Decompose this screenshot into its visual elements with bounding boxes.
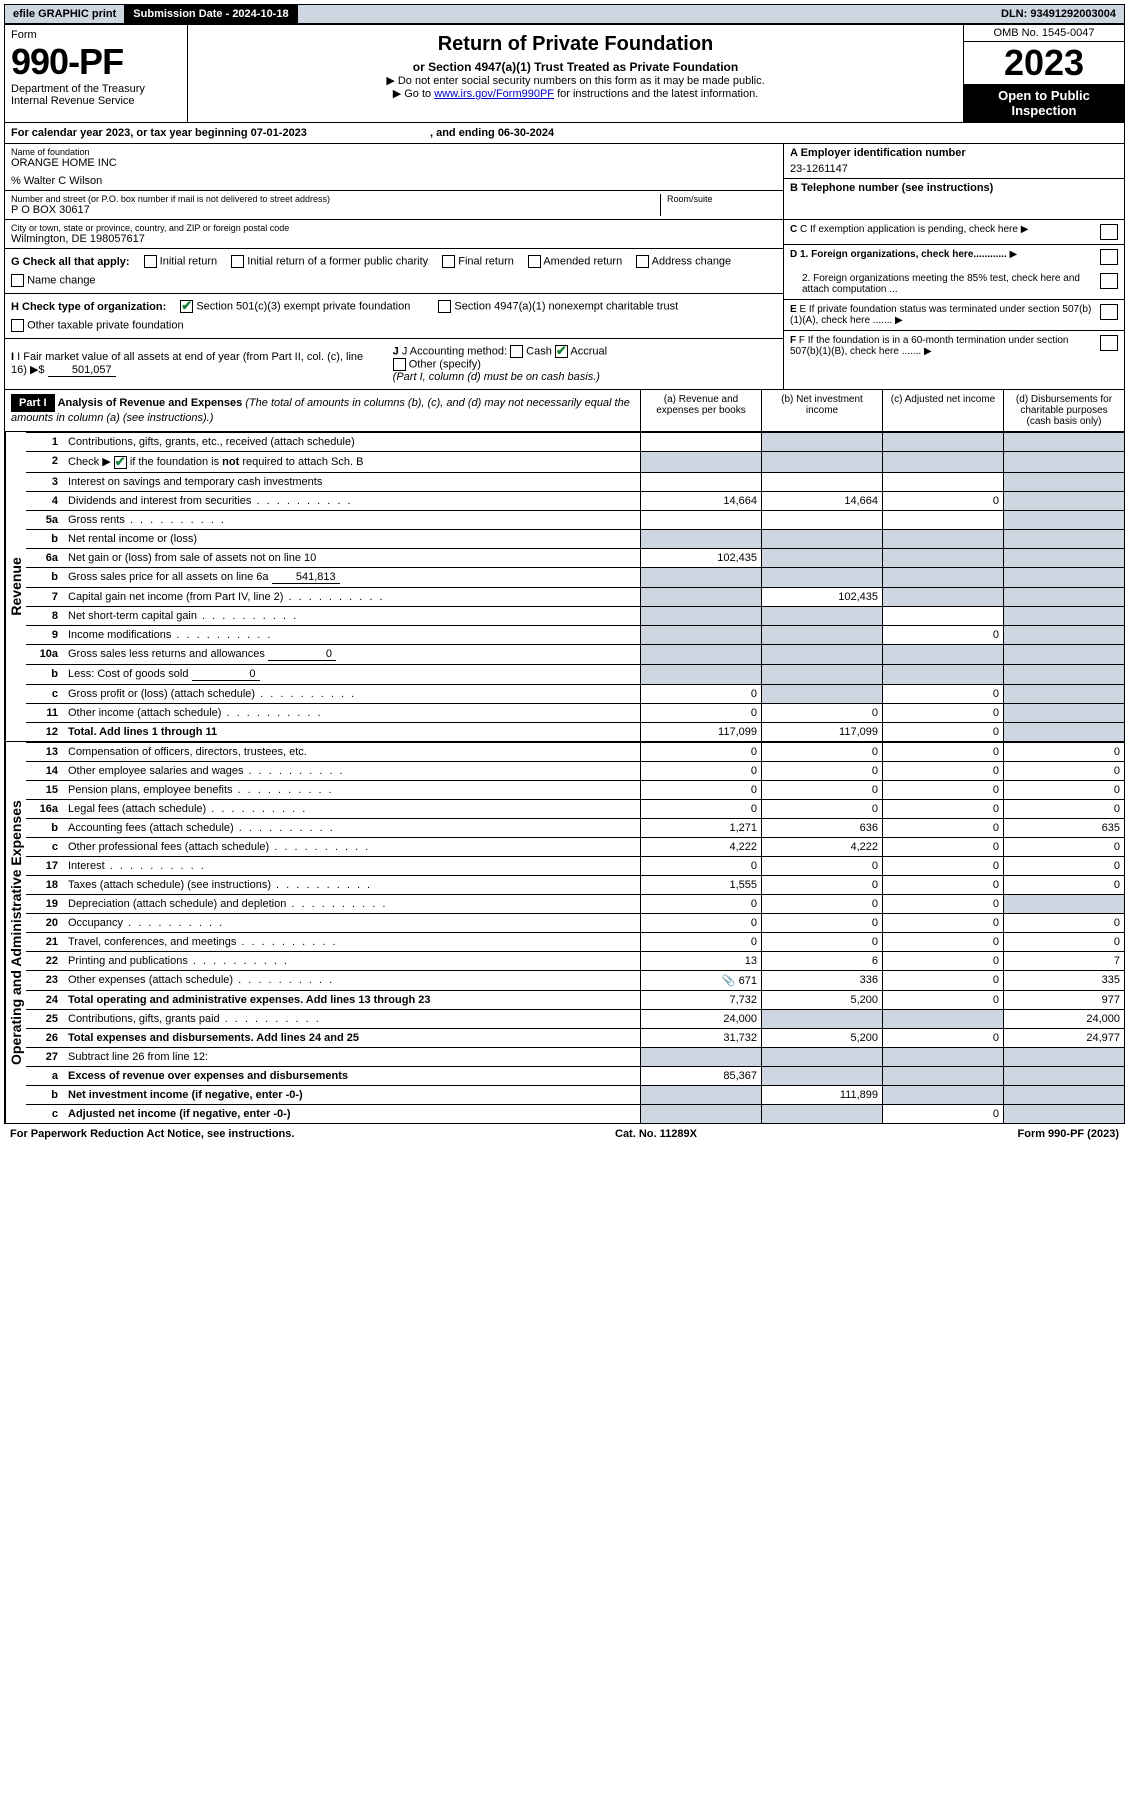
form-label: Form: [11, 29, 181, 41]
chk-c[interactable]: [1100, 224, 1118, 240]
city-value: Wilmington, DE 198057617: [11, 233, 777, 245]
chk-d1[interactable]: [1100, 249, 1118, 265]
dln-label: DLN: 93491292003004: [993, 5, 1124, 23]
chk-initial-former[interactable]: [231, 255, 244, 268]
chk-final[interactable]: [442, 255, 455, 268]
omb-number: OMB No. 1545-0047: [964, 25, 1124, 42]
submission-date: Submission Date - 2024-10-18: [125, 5, 297, 23]
chk-address[interactable]: [636, 255, 649, 268]
dept-label: Department of the Treasury: [11, 83, 181, 95]
section-g: G Check all that apply: Initial return I…: [5, 248, 783, 293]
footer-left: For Paperwork Reduction Act Notice, see …: [10, 1128, 294, 1140]
chk-cash[interactable]: [510, 345, 523, 358]
part1-header: Part I: [11, 394, 55, 412]
form-subtitle: or Section 4947(a)(1) Trust Treated as P…: [192, 60, 959, 74]
tax-year: 2023: [964, 42, 1124, 84]
chk-name[interactable]: [11, 274, 24, 287]
col-b-header: (b) Net investment income: [761, 390, 882, 431]
part1-title: Analysis of Revenue and Expenses: [58, 397, 243, 409]
chk-other-tax[interactable]: [11, 319, 24, 332]
chk-f[interactable]: [1100, 335, 1118, 351]
chk-4947[interactable]: [438, 300, 451, 313]
calendar-year-row: For calendar year 2023, or tax year begi…: [5, 122, 1124, 143]
line10b-value: 0: [192, 668, 260, 681]
col-d-header: (d) Disbursements for charitable purpose…: [1003, 390, 1124, 431]
chk-d2[interactable]: [1100, 273, 1118, 289]
form-number: 990-PF: [11, 41, 181, 83]
attach-icon[interactable]: 📎: [722, 975, 736, 987]
col-c-header: (c) Adjusted net income: [882, 390, 1003, 431]
expenses-label: Operating and Administrative Expenses: [5, 742, 26, 1123]
chk-schb[interactable]: [114, 456, 127, 469]
city-label: City or town, state or province, country…: [11, 223, 777, 233]
a-label: A Employer identification number: [790, 147, 966, 159]
addr-label: Number and street (or P.O. box number if…: [11, 194, 660, 204]
line6b-value: 541,813: [272, 571, 340, 584]
line10a-value: 0: [268, 648, 336, 661]
revenue-table: 1Contributions, gifts, grants, etc., rec…: [26, 432, 1124, 741]
instruction-1: ▶ Do not enter social security numbers o…: [192, 74, 959, 87]
chk-501c3[interactable]: [180, 300, 193, 313]
expenses-table: 13Compensation of officers, directors, t…: [26, 742, 1124, 1123]
efile-label[interactable]: efile GRAPHIC print: [5, 5, 125, 23]
form-title: Return of Private Foundation: [192, 33, 959, 56]
foundation-name: ORANGE HOME INC: [11, 157, 777, 169]
care-of: % Walter C Wilson: [11, 175, 777, 187]
room-label: Room/suite: [667, 194, 777, 204]
irs-label: Internal Revenue Service: [11, 95, 181, 107]
section-h: H Check type of organization: Section 50…: [5, 293, 783, 338]
form-container: Form 990-PF Department of the Treasury I…: [4, 24, 1125, 1124]
footer-right: Form 990-PF (2023): [1018, 1128, 1119, 1140]
col-a-header: (a) Revenue and expenses per books: [640, 390, 761, 431]
chk-initial[interactable]: [144, 255, 157, 268]
revenue-label: Revenue: [5, 432, 26, 741]
fmv-value: 501,057: [48, 364, 116, 377]
page-footer: For Paperwork Reduction Act Notice, see …: [4, 1124, 1125, 1144]
footer-mid: Cat. No. 11289X: [615, 1128, 697, 1140]
address: P O BOX 30617: [11, 204, 660, 216]
instruction-2: ▶ Go to www.irs.gov/Form990PF for instru…: [192, 87, 959, 100]
name-label: Name of foundation: [11, 147, 777, 157]
section-ij: I I Fair market value of all assets at e…: [5, 338, 783, 389]
open-public-badge: Open to Public Inspection: [964, 84, 1124, 122]
irs-link[interactable]: www.irs.gov/Form990PF: [434, 88, 554, 100]
top-bar: efile GRAPHIC print Submission Date - 20…: [4, 4, 1125, 24]
chk-amended[interactable]: [528, 255, 541, 268]
chk-accrual[interactable]: [555, 345, 568, 358]
chk-e[interactable]: [1100, 304, 1118, 320]
chk-other-method[interactable]: [393, 358, 406, 371]
b-label: B Telephone number (see instructions): [790, 182, 993, 194]
ein-value: 23-1261147: [790, 159, 1118, 175]
